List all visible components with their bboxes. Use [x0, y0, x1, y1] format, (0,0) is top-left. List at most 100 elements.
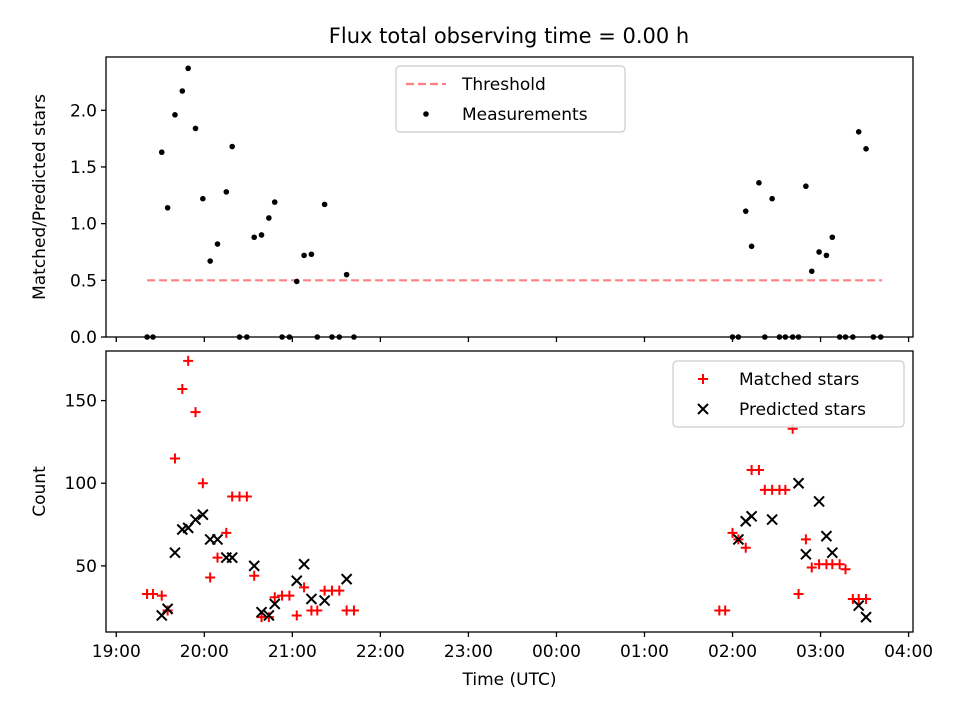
predicted-star-point — [248, 560, 260, 572]
matched-star-point — [147, 588, 158, 599]
matched-star-point — [291, 610, 302, 621]
predicted-star-point — [813, 495, 825, 508]
measurement-point — [150, 334, 156, 340]
measurement-point — [762, 334, 768, 340]
predicted-star-point — [732, 533, 745, 546]
predicted-star-point — [291, 575, 303, 587]
predicted-star-point — [745, 510, 758, 523]
measurement-point — [214, 241, 221, 247]
chart-title: Flux total observing time = 0.00 h — [329, 24, 689, 48]
matched-star-point — [269, 592, 280, 603]
measurement-point — [293, 278, 300, 285]
y-tick-label: 0.5 — [70, 271, 97, 291]
bottom-panel: 50 100 150 19:00 20:00 21:00 22:00 23:00 00:00 01… — [30, 350, 933, 690]
top-panel: 0.0 0.5 1.0 1.5 2.0 Matched/Predicted stars Th… — [30, 56, 914, 348]
y-axis-label: Matched/Predicted stars — [30, 94, 50, 300]
legend: Matched stars Predicted stars — [672, 360, 905, 428]
matched-star-point — [156, 590, 167, 601]
matched-star-point — [197, 478, 208, 489]
x-tick-label: 00:00 — [532, 642, 581, 662]
measurement-point — [776, 334, 783, 340]
legend-label: Measurements — [462, 105, 588, 125]
matched-star-point — [177, 384, 188, 395]
matched-star-point — [861, 593, 872, 604]
matched-star-point — [241, 491, 252, 502]
matched-star-point — [720, 605, 731, 616]
measurement-point — [192, 125, 199, 132]
measurement-point — [329, 334, 335, 340]
y-tick-label: 150 — [65, 392, 97, 412]
matched-star-point — [299, 582, 310, 593]
measurement-point — [842, 334, 849, 340]
predicted-star-point — [340, 573, 353, 585]
measurement-point — [863, 146, 869, 152]
y-tick-label: 100 — [65, 474, 97, 494]
predicted-star-point — [269, 598, 281, 610]
predicted-star-point — [211, 533, 224, 546]
legend-box — [672, 360, 905, 428]
measurement-point — [336, 334, 343, 340]
x-tick-label: 23:00 — [444, 642, 493, 662]
measurement-point — [850, 334, 856, 340]
measurement-point — [258, 232, 265, 238]
matched-star-point — [334, 585, 345, 596]
legend: Threshold Measurements — [395, 65, 626, 133]
measurement-point — [769, 195, 775, 202]
measurement-point — [808, 268, 815, 275]
measurement-point — [308, 251, 315, 258]
x-tick-label: 20:00 — [180, 642, 229, 662]
predicted-star-point — [853, 599, 865, 612]
measurement-point — [223, 189, 230, 195]
measurement-point — [782, 334, 789, 340]
y-tick-label: 1.5 — [70, 158, 97, 178]
matched-star-point — [169, 453, 180, 464]
predicted-star-point — [255, 606, 268, 618]
matched-star-point — [221, 527, 232, 538]
measurement-point — [748, 243, 755, 250]
measurement-point — [870, 334, 877, 340]
matched-star-point — [205, 572, 216, 583]
measurement-point — [164, 204, 171, 211]
measurement-point — [795, 334, 802, 340]
x-tick-label: 21:00 — [268, 642, 317, 662]
axes-frame — [105, 56, 914, 338]
predicted-star-point — [820, 530, 833, 542]
y-tick-label: 50 — [75, 557, 97, 577]
matched-star-point — [312, 605, 323, 616]
predicted-star-point — [226, 551, 238, 564]
matched-star-point — [162, 605, 173, 616]
measurement-point — [236, 334, 243, 340]
predicted-star-point — [189, 513, 202, 526]
matched-star-point — [348, 605, 359, 616]
predicted-star-point — [305, 593, 318, 605]
x-tick-label: 04:00 — [884, 642, 933, 662]
measurement-point — [179, 88, 186, 94]
matched-star-point — [212, 552, 223, 563]
measurement-point — [271, 199, 278, 205]
matched-star-point — [284, 590, 295, 601]
x-axis-label: Time (UTC) — [462, 670, 557, 690]
predicted-star-point — [197, 508, 209, 521]
predicted-star-point — [800, 548, 812, 561]
matched-star-point — [753, 465, 764, 476]
legend-label: Matched stars — [739, 370, 859, 390]
measurement-point — [343, 271, 350, 278]
measurement-point — [756, 180, 762, 186]
y-axis-label: Count — [30, 466, 50, 517]
measurement-point — [266, 215, 272, 221]
y-tick-label: 0.0 — [70, 328, 97, 348]
measurement-point — [789, 334, 796, 340]
legend-label: Threshold — [461, 75, 546, 95]
measurement-point — [229, 143, 235, 150]
predicted-star-point — [263, 609, 275, 622]
measurement-point — [158, 149, 165, 156]
measurement-point — [823, 252, 830, 259]
matched-star-point — [840, 564, 851, 575]
predicted-star-point — [161, 603, 174, 615]
matched-star-point — [740, 542, 751, 553]
x-tick-label: 01:00 — [620, 642, 669, 662]
measurement-point — [301, 252, 307, 259]
measurement-point — [321, 201, 328, 208]
x-tick-label: 03:00 — [796, 642, 845, 662]
